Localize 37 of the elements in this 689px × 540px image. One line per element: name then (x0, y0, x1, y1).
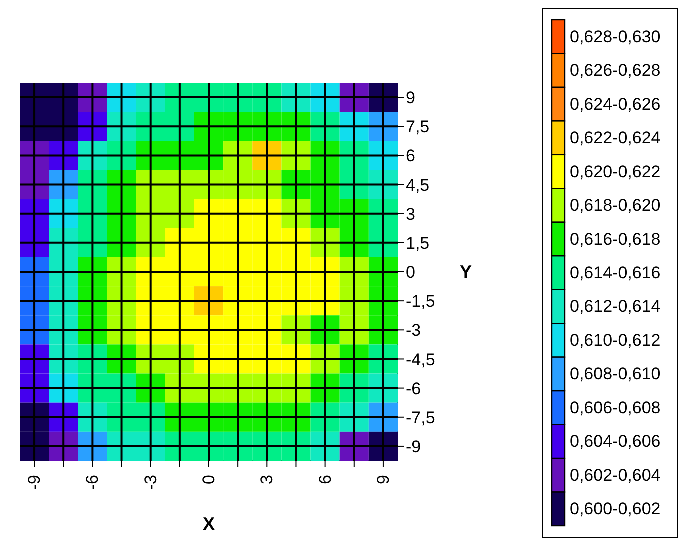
x-tick-label: 6 (316, 475, 335, 484)
x-tick-label: 0 (200, 475, 218, 484)
color-bar-label: 0,602-0,604 (570, 466, 661, 485)
y-tick-label: -9 (406, 437, 422, 456)
x-axis-title: X (202, 514, 216, 534)
x-tick-label: -9 (25, 475, 44, 490)
color-bar-label: 0,616-0,618 (570, 230, 661, 249)
x-tick-label: -3 (141, 475, 160, 490)
color-bar-label: 0,624-0,626 (570, 94, 661, 114)
color-bar-label: 0,626-0,628 (570, 61, 661, 80)
color-bar-label: 0,618-0,620 (570, 196, 661, 216)
color-bar-label: 0,612-0,614 (570, 297, 661, 316)
color-bar-label: 0,610-0,612 (570, 330, 661, 350)
y-tick-label: -1,5 (406, 292, 436, 312)
color-bar-label: 0,622-0,624 (570, 128, 661, 148)
y-tick-label: 7,5 (406, 118, 430, 137)
x-tick-label: -6 (83, 475, 102, 490)
color-bar-label: 0,608-0,610 (570, 364, 661, 384)
y-tick-label: 9 (406, 88, 416, 108)
y-tick-label: 1,5 (406, 234, 430, 253)
color-bar-label: 0,604-0,606 (570, 432, 661, 452)
color-bar-label: 0,620-0,622 (570, 162, 661, 182)
y-tick-label: -7,5 (406, 408, 436, 428)
y-tick-label: -6 (406, 379, 422, 398)
y-tick-label: 0 (406, 263, 416, 282)
color-bar-label: 0,600-0,602 (570, 500, 661, 519)
x-tick-label: 3 (258, 475, 277, 484)
y-tick-label: -3 (406, 321, 422, 340)
y-axis-title: Y (460, 262, 472, 282)
color-bar-label: 0,606-0,608 (570, 398, 661, 418)
y-tick-label: 3 (406, 204, 416, 224)
x-tick-label: 9 (374, 475, 393, 484)
color-bar-label: 0,628-0,630 (570, 27, 661, 46)
y-tick-label: -4,5 (406, 350, 436, 370)
y-tick-label: 4,5 (406, 176, 430, 195)
y-tick-label: 6 (406, 146, 416, 166)
color-bar-label: 0,614-0,616 (570, 264, 661, 282)
